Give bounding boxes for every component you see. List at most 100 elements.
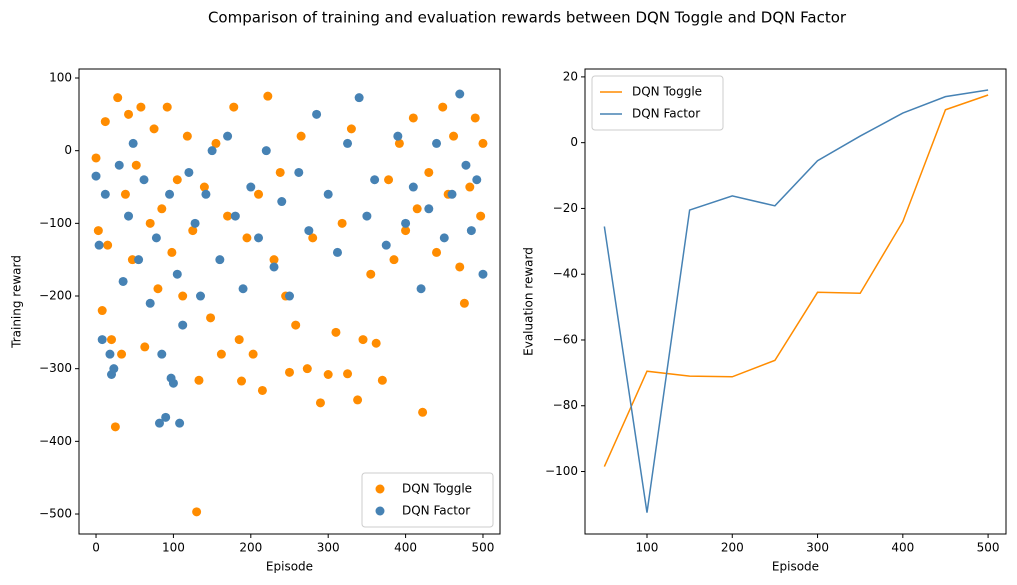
scatter-point [394,138,404,148]
y-tick-label: 100 [49,71,72,85]
scatter-point [215,255,225,265]
scatter-point [161,412,171,422]
scatter-point [401,218,411,228]
scatter-point [175,418,185,428]
scatter-point [432,138,442,148]
scatter-point [124,109,134,119]
scatter-point [461,160,471,170]
legend-marker [375,484,385,494]
scatter-point [118,276,128,286]
scatter-point [149,124,159,134]
scatter-point [91,171,101,181]
y-tick-label: −100 [39,216,72,230]
scatter-point [447,189,457,199]
scatter-point [254,233,264,243]
scatter-point [323,369,333,379]
legend-box [591,75,724,131]
scatter-point [117,349,127,359]
scatter-point [455,89,465,99]
scatter-point [465,182,475,192]
scatter-point [157,204,167,214]
scatter-point [223,211,233,221]
scatter-point [238,284,248,294]
scatter-point [424,204,434,214]
scatter-point [275,167,285,177]
scatter-point [312,109,322,119]
x-tick-label: 100 [636,541,659,555]
scatter-point [154,418,164,428]
scatter-point [124,211,134,221]
scatter-point [323,189,333,199]
x-tick-label: 0 [92,541,100,555]
y-tick-label: 0 [64,143,72,157]
scatter-point [358,335,368,345]
legend-label: DQN Factor [402,504,470,518]
legend-label: DQN Factor [632,107,700,121]
scatter-point [408,182,418,192]
y-tick-label: −60 [553,332,578,346]
scatter-point [207,146,217,156]
scatter-point [145,218,155,228]
scatter-point [384,175,394,185]
x-tick-label: 200 [721,541,744,555]
scatter-point [377,375,387,385]
scatter-point [136,102,146,112]
scatter-point [199,182,209,192]
scatter-point [381,240,391,250]
scatter-point [294,167,304,177]
scatter-point [172,269,182,279]
scatter-point [370,175,380,185]
scatter-point [234,335,244,345]
scatter-point [196,291,206,301]
scatter-point [470,113,480,123]
figure-title: Comparison of training and evaluation re… [208,9,847,27]
scatter-point [304,226,314,236]
y-tick-label: −40 [553,267,578,281]
scatter-point [100,117,110,127]
scatter-point [103,240,113,250]
scatter-point [269,262,279,272]
scatter-point [455,262,465,272]
y-tick-label: 0 [570,135,578,149]
scatter-point [466,226,476,236]
scatter-point [424,167,434,177]
scatter-point [472,175,482,185]
scatter-point [97,306,107,316]
scatter-point [315,398,325,408]
scatter-point [308,233,318,243]
x-tick-label: 300 [317,541,340,555]
x-axis-label: Episode [266,560,313,574]
scatter-point [194,375,204,385]
scatter-point [343,369,353,379]
scatter-point [257,385,267,395]
scatter-point [134,255,144,265]
y-tick-label: −500 [39,507,72,521]
scatter-point [100,189,110,199]
scatter-point [366,269,376,279]
scatter-point [418,407,428,417]
y-tick-label: −80 [553,398,578,412]
scatter-point [296,131,306,141]
scatter-point [131,160,141,170]
scatter-point [229,102,239,112]
scatter-point [113,93,123,103]
scatter-point [178,291,188,301]
scatter-point [389,255,399,265]
x-tick-label: 400 [891,541,914,555]
scatter-point [151,233,161,243]
scatter-point [128,138,138,148]
y-tick-label: −20 [553,201,578,215]
x-tick-label: 500 [977,541,1000,555]
x-tick-label: 500 [472,541,495,555]
x-tick-label: 400 [394,541,417,555]
x-tick-label: 100 [162,541,185,555]
x-axis-label: Episode [772,560,819,574]
scatter-point [332,247,342,257]
scatter-point [277,197,287,207]
scatter-point [331,327,341,337]
scatter-point [438,102,448,112]
scatter-point [246,182,256,192]
scatter-point [223,131,233,141]
scatter-point [408,113,418,123]
